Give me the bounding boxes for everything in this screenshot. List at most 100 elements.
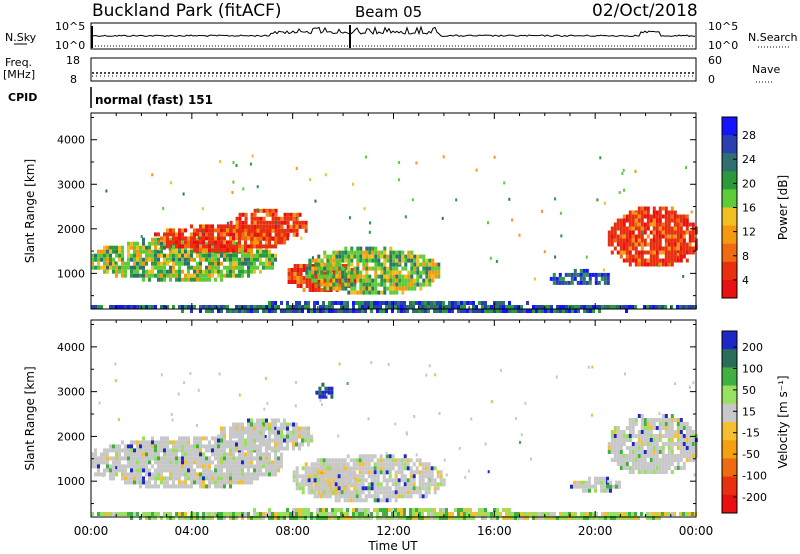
data-cell xyxy=(484,309,487,313)
data-cell xyxy=(163,476,166,481)
data-cell xyxy=(181,277,184,282)
data-cell xyxy=(220,442,223,447)
data-cell xyxy=(238,438,241,443)
data-cell xyxy=(313,490,317,495)
data-cell xyxy=(655,434,659,438)
data-cell xyxy=(454,516,457,520)
data-cell xyxy=(670,230,674,235)
data-cell xyxy=(160,480,163,485)
data-cell xyxy=(193,452,196,457)
data-cell xyxy=(356,266,360,271)
data-cell xyxy=(169,277,172,282)
data-cell xyxy=(370,466,374,471)
data-cell xyxy=(583,512,586,516)
data-cell xyxy=(661,470,665,474)
data-cell xyxy=(256,438,259,443)
data-cell xyxy=(217,305,220,309)
data-cell xyxy=(340,470,344,475)
data-cell xyxy=(154,468,157,473)
scatter-cell xyxy=(232,180,235,184)
data-cell xyxy=(397,482,401,487)
data-cell xyxy=(358,305,361,309)
data-cell xyxy=(301,474,305,479)
data-cell xyxy=(640,210,644,215)
data-cell xyxy=(220,228,223,233)
data-cell xyxy=(401,286,405,291)
data-cell xyxy=(622,258,626,263)
data-cell xyxy=(499,309,502,313)
data-cell xyxy=(409,494,413,499)
colorbar-tick-label: -100 xyxy=(742,470,767,483)
data-cell xyxy=(481,508,484,512)
data-cell xyxy=(655,262,659,267)
data-cell xyxy=(582,480,585,485)
data-cell xyxy=(640,466,644,470)
data-cell xyxy=(594,488,597,493)
data-cell xyxy=(154,484,157,489)
data-cell xyxy=(634,214,638,219)
data-cell xyxy=(217,480,220,485)
data-cell xyxy=(434,262,438,267)
data-cell xyxy=(607,305,610,309)
data-cell xyxy=(353,290,357,295)
data-cell xyxy=(673,238,677,243)
data-cell xyxy=(232,265,235,270)
data-cell xyxy=(289,430,292,435)
data-cell xyxy=(362,282,366,287)
data-cell xyxy=(160,516,163,520)
data-cell xyxy=(286,224,290,229)
data-cell xyxy=(425,282,429,287)
data-cell xyxy=(416,266,420,271)
data-cell xyxy=(199,460,202,465)
scatter-cell xyxy=(585,255,588,259)
data-cell xyxy=(346,498,350,503)
data-cell xyxy=(223,484,226,489)
data-cell xyxy=(304,220,308,225)
data-cell xyxy=(676,458,680,462)
data-cell xyxy=(106,269,109,274)
data-cell xyxy=(247,438,250,443)
data-cell xyxy=(406,490,410,495)
data-cell xyxy=(349,466,353,471)
data-cell xyxy=(628,254,632,259)
data-cell xyxy=(379,454,383,459)
data-cell xyxy=(356,270,360,275)
scatter-cell xyxy=(264,435,267,438)
data-cell xyxy=(241,261,244,266)
data-cell xyxy=(265,309,268,313)
data-cell xyxy=(619,242,623,247)
scatter-cell xyxy=(300,479,303,483)
data-cell xyxy=(265,265,268,270)
data-cell xyxy=(220,452,223,457)
data-cell xyxy=(136,468,139,473)
data-cell xyxy=(247,253,250,258)
data-cell xyxy=(424,508,427,512)
data-cell xyxy=(196,440,199,445)
data-cell xyxy=(307,474,311,479)
data-cell xyxy=(196,265,199,270)
data-cell xyxy=(422,282,426,287)
data-cell xyxy=(154,472,157,477)
data-cell xyxy=(190,236,193,241)
colorbar-segment xyxy=(722,171,737,190)
data-cell xyxy=(244,426,247,431)
data-cell xyxy=(685,442,689,446)
data-cell xyxy=(655,226,659,231)
data-cell xyxy=(205,516,208,520)
data-cell xyxy=(376,474,380,479)
data-cell xyxy=(259,430,262,435)
data-cell xyxy=(229,257,232,262)
data-cell xyxy=(628,516,631,520)
data-cell xyxy=(658,262,662,267)
data-cell xyxy=(334,508,337,512)
data-cell xyxy=(529,309,532,313)
data-cell xyxy=(199,236,202,241)
data-cell xyxy=(208,305,211,309)
data-cell xyxy=(220,277,223,282)
data-cell xyxy=(337,301,340,305)
data-cell xyxy=(307,478,311,483)
data-cell xyxy=(223,434,226,439)
data-cell xyxy=(130,464,133,469)
data-cell xyxy=(400,309,403,313)
data-cell xyxy=(271,464,274,469)
